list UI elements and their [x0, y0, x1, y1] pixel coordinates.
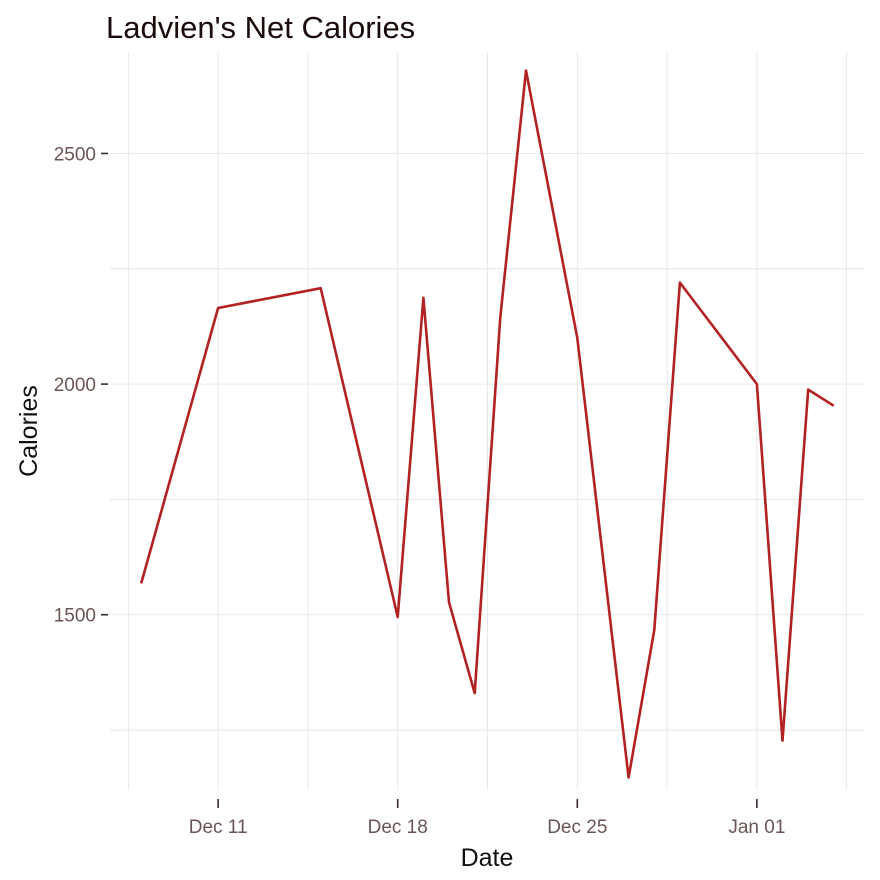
x-tick-label: Jan 01 — [728, 817, 785, 838]
series-layer — [139, 69, 835, 779]
chart-title: Ladvien's Net Calories — [106, 10, 415, 45]
y-tick-label: 2000 — [54, 375, 96, 396]
gridlines — [110, 52, 865, 790]
y-tick-label: 2500 — [54, 144, 96, 165]
x-tick-label: Dec 25 — [547, 817, 607, 838]
x-tick-label: Dec 11 — [189, 817, 248, 838]
x-tick-label: Dec 18 — [368, 817, 428, 838]
y-axis-title: Calories — [15, 385, 43, 477]
y-tick-label: 1500 — [54, 606, 96, 627]
axis-ticks: Dec 11 Dec 18 Dec 25 Jan 01 1500 2000 2500 — [54, 144, 786, 838]
net-calories-line — [139, 69, 835, 779]
x-axis-title: Date — [461, 844, 514, 872]
